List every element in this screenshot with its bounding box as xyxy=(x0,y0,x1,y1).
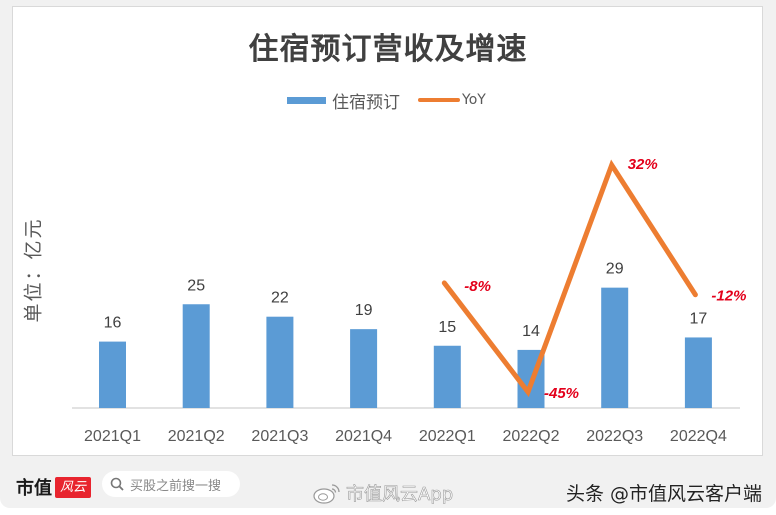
x-tick-label: 2021Q1 xyxy=(84,428,141,445)
chart-panel xyxy=(12,6,763,456)
weibo-watermark: 市值风云App xyxy=(312,480,453,506)
yoy-value-label: -45% xyxy=(544,385,579,402)
x-tick-label: 2021Q4 xyxy=(335,428,392,445)
x-tick-label: 2021Q2 xyxy=(168,428,225,445)
legend-bar-label: 住宿预订 xyxy=(332,92,400,113)
bar-2021Q1 xyxy=(99,341,126,408)
yoy-line xyxy=(441,159,698,398)
x-tick-label: 2022Q2 xyxy=(503,428,560,445)
chart-legend: 住宿预订 YoY xyxy=(287,88,486,113)
bar-value-label: 17 xyxy=(690,310,708,327)
brand-logo: 市值 风云 xyxy=(16,474,92,500)
x-tick-label: 2022Q1 xyxy=(419,428,476,445)
x-tick-label: 2022Q4 xyxy=(670,428,727,445)
bar-2022Q3 xyxy=(601,287,629,408)
bar-value-label: 29 xyxy=(606,261,624,278)
search-input[interactable]: 买股之前搜一搜 xyxy=(102,471,240,497)
weibo-icon xyxy=(313,484,340,504)
bar-2021Q4 xyxy=(350,329,378,408)
bar-value-label: 15 xyxy=(438,319,456,336)
bar-value-label: 19 xyxy=(355,302,373,319)
yoy-value-label: 32% xyxy=(628,156,658,173)
bar-2022Q1 xyxy=(433,345,461,408)
legend-bar-swatch xyxy=(287,96,326,104)
bar-value-label: 22 xyxy=(271,290,289,307)
bar-2022Q4 xyxy=(684,337,712,408)
yoy-value-label: -8% xyxy=(464,278,491,295)
yoy-value-label: -12% xyxy=(711,288,746,305)
toutiao-watermark: 头条 @市值风云客户端 xyxy=(565,483,762,505)
bar-value-label: 14 xyxy=(522,323,540,340)
x-tick-label: 2022Q3 xyxy=(586,428,643,445)
bar-value-label: 25 xyxy=(187,277,205,294)
bar-2021Q2 xyxy=(182,304,210,408)
search-icon xyxy=(110,477,124,491)
bar-value-label: 16 xyxy=(104,315,122,332)
legend-line-label: YoY xyxy=(462,92,486,108)
bar-2021Q3 xyxy=(266,316,294,408)
legend-line-swatch xyxy=(418,98,460,102)
chart-title: 住宿预订营收及增速 xyxy=(248,32,528,67)
x-tick-label: 2021Q3 xyxy=(251,428,308,445)
